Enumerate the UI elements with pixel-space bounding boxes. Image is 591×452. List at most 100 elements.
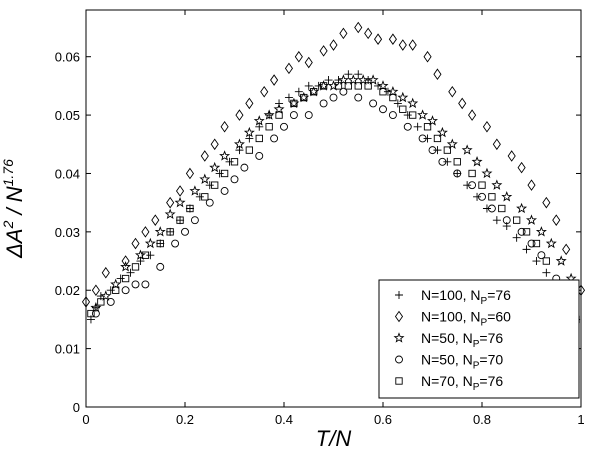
- data-point-plus: [542, 268, 551, 277]
- data-point-square: [532, 239, 541, 248]
- data-point-square: [290, 99, 298, 108]
- data-point-square: [513, 216, 521, 224]
- data-point-diamond: [492, 138, 501, 151]
- data-point-star: [110, 278, 122, 290]
- data-point-star: [461, 144, 473, 155]
- data-point-diamond: [507, 150, 516, 162]
- data-point-diamond: [91, 284, 100, 297]
- data-point-plus: [393, 99, 402, 108]
- data-point-circle: [171, 239, 180, 248]
- x-tick-label: 0.6: [374, 412, 392, 427]
- data-point-circle: [527, 239, 536, 248]
- data-point-plus: [284, 93, 293, 102]
- data-point-square: [364, 82, 372, 90]
- data-point-square: [468, 169, 476, 178]
- data-point-square: [275, 111, 283, 119]
- data-point-diamond: [423, 50, 432, 63]
- legend-entry-label: N=50, NP=76: [421, 330, 503, 350]
- data-point-star: [516, 202, 528, 214]
- data-point-star: [535, 226, 547, 237]
- data-point-square: [443, 146, 451, 154]
- data-point-square: [453, 158, 461, 166]
- data-point-square: [409, 111, 417, 119]
- data-point-circle: [270, 134, 279, 143]
- data-point-plus: [453, 169, 462, 178]
- data-point-circle: [280, 122, 288, 131]
- data-point-circle: [502, 216, 511, 225]
- data-point-square: [379, 88, 387, 96]
- data-point-square: [220, 169, 229, 178]
- data-point-diamond: [141, 226, 150, 238]
- data-point-circle: [379, 105, 387, 114]
- data-point-star: [417, 109, 429, 120]
- data-point-star: [328, 80, 339, 91]
- data-point-plus: [463, 181, 472, 190]
- legend-box: [378, 279, 580, 399]
- data-point-square: [121, 274, 130, 283]
- data-point-diamond: [131, 237, 140, 250]
- data-point-diamond: [220, 120, 229, 133]
- y-axis-label: ΔA2 / N1.76: [0, 159, 27, 259]
- data-point-circle: [487, 204, 496, 213]
- y-axis-label-exponent: 1.76: [0, 159, 16, 186]
- data-point-plus: [522, 245, 531, 254]
- data-point-diamond: [260, 85, 269, 98]
- data-point-square: [389, 93, 397, 102]
- data-point-plus: [215, 169, 224, 178]
- data-point-circle: [329, 93, 338, 102]
- legend-entry-label: N=70, NP=76: [421, 373, 503, 393]
- data-point-star: [501, 191, 513, 202]
- data-point-plus: [166, 227, 175, 236]
- data-point-plus: [443, 157, 452, 166]
- y-tick-label: 0.04: [55, 166, 80, 181]
- data-point-square: [319, 82, 328, 90]
- data-point-star: [144, 237, 156, 249]
- data-point-plus: [512, 233, 521, 242]
- data-point-star: [273, 103, 285, 114]
- data-point-diamond: [562, 243, 571, 256]
- legend-marker-star: [393, 332, 405, 343]
- data-point-square: [230, 158, 239, 166]
- x-tick-label: 0.2: [176, 412, 194, 427]
- data-point-square: [176, 216, 184, 224]
- data-point-star: [387, 85, 399, 97]
- y-tick-label: 0.03: [55, 225, 80, 240]
- data-point-square: [141, 251, 150, 259]
- data-point-square: [423, 123, 432, 131]
- data-point-plus: [275, 99, 284, 108]
- data-point-circle: [517, 227, 526, 236]
- y-axis-label-square: 2: [0, 220, 16, 229]
- data-point-circle: [230, 175, 239, 184]
- y-tick-label: 0.01: [55, 342, 80, 357]
- data-point-circle: [304, 111, 313, 120]
- data-point-square: [310, 88, 318, 96]
- legend-entry-label: N=50, NP=70: [421, 352, 503, 372]
- data-point-star: [100, 290, 112, 301]
- data-point-star: [526, 214, 537, 225]
- data-point-diamond: [121, 255, 130, 267]
- data-point-circle: [289, 111, 298, 120]
- data-point-circle: [453, 169, 462, 178]
- data-point-square: [334, 82, 343, 90]
- plot-frame: [85, 9, 582, 408]
- legend-marker-square: [395, 377, 403, 385]
- data-point-circle: [255, 152, 264, 160]
- y-tick-label: 0.06: [55, 50, 80, 65]
- data-point-circle: [428, 146, 437, 155]
- data-point-diamond: [527, 179, 536, 191]
- data-point-plus: [532, 257, 541, 266]
- data-point-diamond: [210, 138, 219, 151]
- data-point-diamond: [374, 33, 383, 45]
- data-point-diamond: [294, 50, 303, 63]
- data-point-diamond: [364, 27, 373, 40]
- data-point-circle: [141, 280, 150, 289]
- data-point-square: [112, 286, 120, 294]
- data-point-square: [300, 93, 308, 102]
- data-point-circle: [181, 227, 189, 236]
- data-point-circle: [220, 187, 229, 195]
- data-point-star: [233, 138, 245, 149]
- data-point-diamond: [304, 56, 313, 69]
- data-point-plus: [344, 70, 353, 79]
- data-point-star: [154, 226, 166, 237]
- data-points: [81, 21, 586, 324]
